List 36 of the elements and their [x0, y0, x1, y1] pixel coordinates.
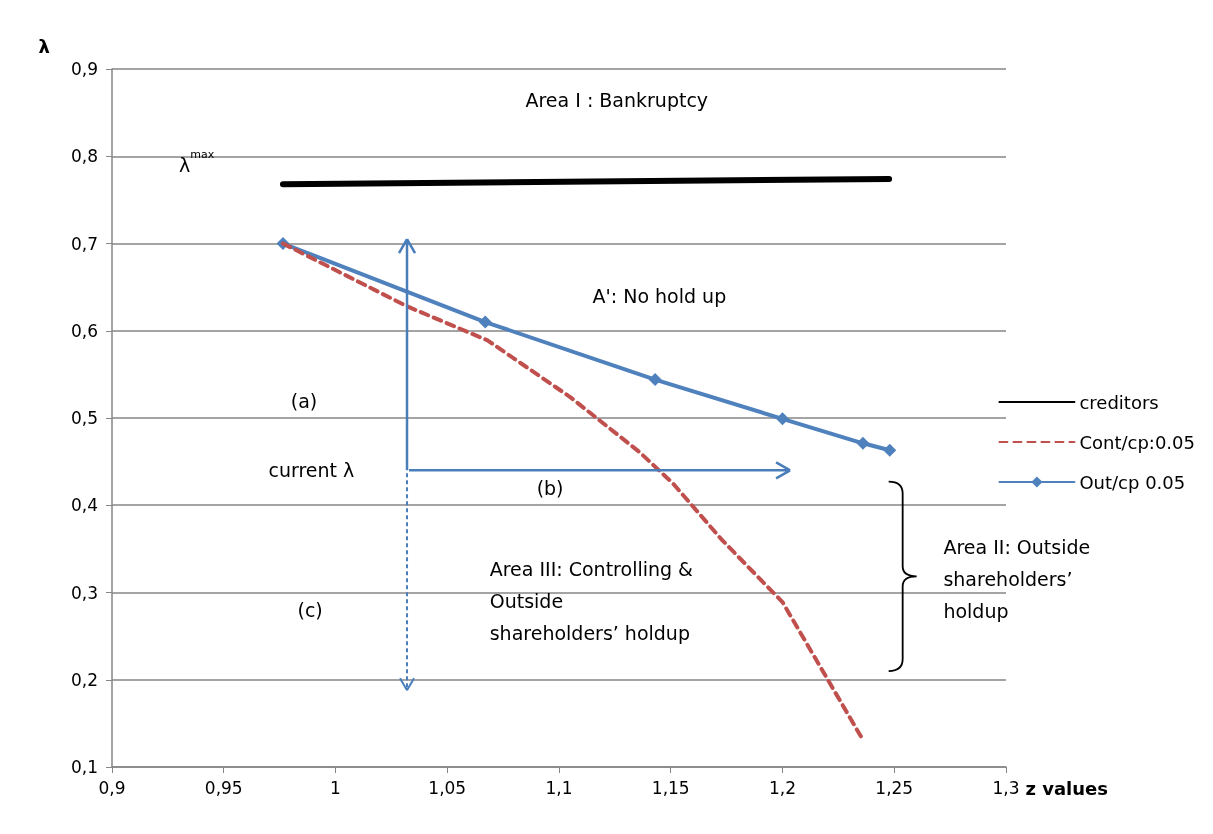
x-tick-label: 1,1: [545, 777, 573, 798]
legend-label: creditors: [1079, 391, 1159, 413]
x-axis-title: z values: [1025, 777, 1108, 799]
y-tick-label: 0,7: [70, 233, 98, 254]
y-tick-label: 0,5: [70, 408, 98, 428]
annotation: current λ: [268, 459, 355, 482]
x-tick-label: 0,95: [204, 777, 243, 798]
annotation: Area II: Outside shareholders’ holdup: [943, 536, 1091, 623]
legend-label: Cont/cp:0.05: [1079, 431, 1195, 453]
x-tick-label: 0,9: [98, 777, 126, 798]
y-tick-label: 0,1: [70, 757, 98, 777]
y-tick-label: 0,4: [70, 495, 98, 516]
x-tick-label: 1,05: [428, 777, 467, 798]
y-tick-label: 0,8: [70, 146, 98, 167]
annotation: Area I : Bankruptcy: [525, 88, 709, 111]
y-tick-label: 0,6: [70, 320, 98, 341]
annotation: (a): [290, 389, 318, 412]
x-tick-label: 1,25: [875, 777, 914, 798]
y-axis-title: λ: [38, 35, 50, 57]
y-tick-label: 0,9: [70, 59, 98, 79]
annotation: Area III: Controlling & Outside shareholders’ holdup: [489, 558, 694, 645]
annotation: A': No hold up: [592, 284, 727, 307]
x-tick-label: 1: [330, 777, 341, 798]
point: [776, 412, 789, 426]
point: [478, 315, 492, 329]
x-tick-label: 1,3: [992, 777, 1020, 798]
y-tick-label: 0,2: [70, 669, 98, 690]
point: [883, 443, 897, 457]
x-tick-label: 1,2: [768, 777, 797, 798]
point: [856, 436, 870, 450]
annotation: (c): [297, 598, 323, 621]
legend-label: Out/cp 0.05: [1079, 471, 1186, 493]
x-tick-label: 1,15: [651, 777, 690, 798]
point: [648, 373, 662, 387]
annotation: (b): [536, 476, 564, 499]
y-tick-label: 0,3: [70, 582, 98, 603]
